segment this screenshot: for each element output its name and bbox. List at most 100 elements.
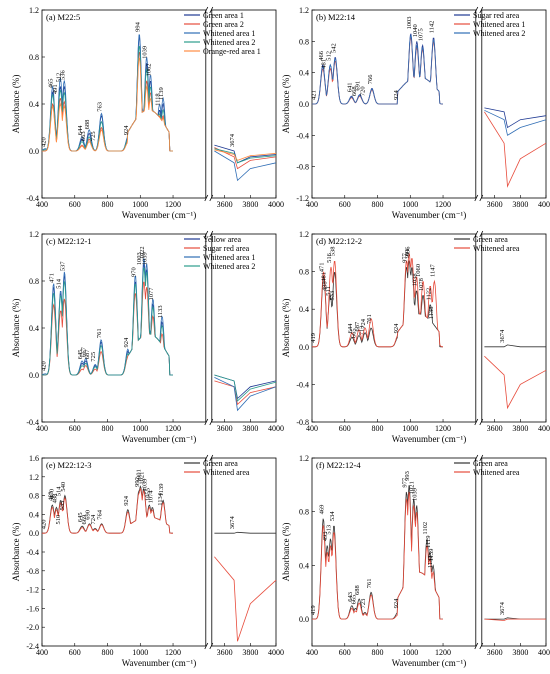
x-tick-label: 600 <box>69 648 81 657</box>
x-tick-label: 400 <box>306 424 318 433</box>
y-tick-label: -0.8 <box>296 163 309 172</box>
peak-label: 924 <box>123 125 130 136</box>
peak-label: 1039 <box>412 488 419 501</box>
peak-label: 481 <box>320 272 327 282</box>
x-tick-label: 4000 <box>268 200 284 209</box>
y-tick-label: -0.8 <box>26 567 39 576</box>
y-tick-label: 1.2 <box>29 6 39 15</box>
y-tick-label: -0.8 <box>296 418 309 427</box>
y-tick-label: 0.4 <box>29 100 39 109</box>
x-tick-label: 4000 <box>268 424 284 433</box>
peak-label: 1001 <box>135 469 142 482</box>
legend-label: Green area 1 <box>203 11 244 20</box>
y-tick-label: 0.4 <box>29 510 39 519</box>
peak-label: 1074 <box>147 490 154 504</box>
peak-label: 488 <box>51 494 58 504</box>
peak-label: 644 <box>77 125 84 136</box>
x-tick-label: 3800 <box>512 424 528 433</box>
peak-label: 665 <box>350 328 357 338</box>
peak-label: 663 <box>80 131 87 141</box>
peak-label: 471 <box>49 273 56 283</box>
x-tick-label: 3800 <box>242 200 258 209</box>
x-axis-label: Wavenumber (cm⁻¹) <box>392 658 466 668</box>
x-tick-label: 3600 <box>487 200 503 209</box>
peak-label: 1133 <box>157 305 164 318</box>
peak-label: 3674 <box>499 329 506 343</box>
peak-label: 514 <box>56 486 63 497</box>
series-line-2 <box>312 491 443 620</box>
series-line-right-5 <box>214 149 277 161</box>
peak-label: 924 <box>393 323 400 334</box>
y-tick-label: 0.8 <box>29 53 39 62</box>
peak-label: 421 <box>310 90 317 100</box>
peak-label: 761 <box>366 579 373 589</box>
peak-label: 641 <box>347 82 354 92</box>
axis-break-bottom-1 <box>474 194 479 202</box>
panel-title: (e) M22:12-3 <box>46 460 92 470</box>
y-tick-label: 1.2 <box>29 230 39 239</box>
legend-label: Green area 2 <box>203 20 244 29</box>
peak-label: 713 <box>358 326 365 336</box>
y-tick-label: 1.2 <box>299 6 309 15</box>
axis-break-bottom-1 <box>474 418 479 426</box>
peak-label: 1132 <box>427 555 434 568</box>
axis-break-bottom-2 <box>479 194 484 202</box>
y-tick-label: -0.4 <box>26 418 39 427</box>
peak-label: 970 <box>130 267 137 277</box>
panel-title: (b) M22:14 <box>316 12 356 22</box>
x-tick-label: 1200 <box>435 648 451 657</box>
y-axis-label: Absorbance (%) <box>11 75 21 134</box>
x-tick-label: 800 <box>102 200 114 209</box>
series-line-right-2 <box>484 618 546 621</box>
peak-label: 512 <box>325 51 332 61</box>
peak-label: 1139 <box>428 549 435 562</box>
y-tick-label: 0.8 <box>299 37 309 46</box>
series-line-right-2 <box>214 380 277 406</box>
plot-frame-right <box>481 9 547 199</box>
axis-break-bottom-2 <box>209 194 214 202</box>
peak-label: 1139 <box>158 484 165 497</box>
x-tick-label: 1000 <box>402 648 418 657</box>
x-axis-label: Wavenumber (cm⁻¹) <box>392 210 466 220</box>
peak-label: 516 <box>326 252 333 263</box>
peak-label: 1039 <box>142 46 149 59</box>
x-tick-label: 4000 <box>538 200 550 209</box>
peak-label: 688 <box>354 585 361 595</box>
plot-frame-right <box>211 457 277 647</box>
axis-break-bottom-1 <box>204 194 209 202</box>
axis-break-top-1 <box>204 454 209 462</box>
peak-label: 1060 <box>415 264 422 277</box>
y-tick-label: 0.8 <box>29 277 39 286</box>
panel-title: (f) M22:12-4 <box>316 460 361 470</box>
x-tick-label: 4000 <box>538 424 550 433</box>
panel-c: -0.4 0.0 0.4 0.8 1.2 400 600 800 1000 1200 3600 380… <box>11 230 284 444</box>
y-tick-label: 0.8 <box>299 508 309 517</box>
peak-label: 644 <box>347 323 354 334</box>
peak-label: 1022 <box>139 246 146 259</box>
x-tick-label: 3800 <box>242 424 258 433</box>
legend-label: Whitened area 1 <box>473 20 525 29</box>
plot-frame-right <box>211 9 277 199</box>
y-tick-label: -1.2 <box>296 194 309 203</box>
legend-label: Whitened area 2 <box>203 262 255 271</box>
legend-label: Green area <box>203 459 238 468</box>
y-tick-label: 0.0 <box>29 147 39 156</box>
x-tick-label: 1000 <box>402 200 418 209</box>
peak-label: 725 <box>90 352 97 362</box>
peak-label: 540 <box>60 482 67 492</box>
y-tick-label: -1.6 <box>26 604 39 613</box>
series-line-right-3 <box>214 150 277 182</box>
plot-frame-right <box>481 457 547 647</box>
x-tick-label: 400 <box>306 200 318 209</box>
y-tick-label: 0.0 <box>29 529 39 538</box>
peak-label: 1118 <box>155 93 162 106</box>
y-tick-label: 0.4 <box>299 561 309 570</box>
peak-label: 687 <box>84 349 91 360</box>
legend-label: Whitened area <box>473 468 520 477</box>
x-tick-label: 800 <box>372 200 384 209</box>
x-tick-label: 1000 <box>132 648 148 657</box>
peak-label: 725 <box>90 131 97 141</box>
series-line-right-2 <box>484 355 547 410</box>
peak-label: 977 <box>402 477 409 488</box>
